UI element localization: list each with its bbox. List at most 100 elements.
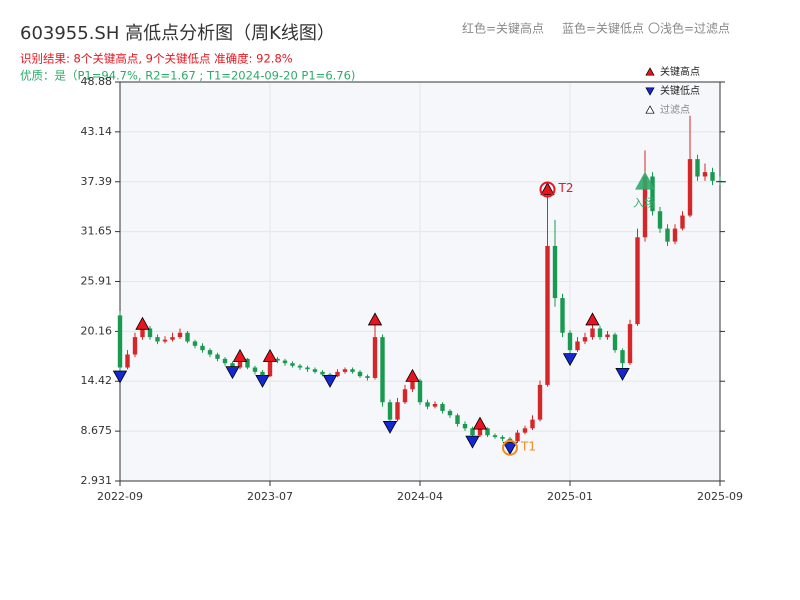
key-point-marker <box>225 366 240 380</box>
candle-body <box>485 428 490 436</box>
candle-body <box>125 354 130 368</box>
legend-label: 关键低点 <box>660 84 700 97</box>
x-tick-label: 2024-04 <box>397 490 443 503</box>
key-point-marker <box>405 368 420 382</box>
candle-body <box>132 337 138 355</box>
y-tick-label: 20.16 <box>81 324 113 337</box>
candle-body <box>560 298 565 333</box>
candle-body <box>312 369 318 372</box>
key-point-marker <box>615 367 630 381</box>
candle-body <box>177 332 183 338</box>
candle-body <box>342 369 348 372</box>
x-tick-label: 2023-07 <box>247 490 293 503</box>
candle-body <box>290 363 295 366</box>
candle-body <box>200 345 205 351</box>
key-point-marker <box>472 416 488 430</box>
candle-body <box>575 341 580 351</box>
legend-marker <box>645 87 655 96</box>
candle-body <box>642 176 648 238</box>
legend-label: 过滤点 <box>660 103 690 116</box>
candle-body <box>215 354 220 359</box>
candle-body <box>387 402 393 420</box>
candle-body <box>530 419 535 429</box>
candle-body <box>710 172 715 181</box>
key-point-marker <box>502 442 518 456</box>
key-point-marker <box>367 312 383 326</box>
key-point-marker <box>232 348 248 362</box>
candle-body <box>245 358 250 368</box>
quality-note: 优质：是（P1=94.7%, R2=1.67 ; T1=2024-09-20 P… <box>20 69 355 83</box>
candle-body <box>380 337 385 403</box>
candle-body <box>170 337 175 340</box>
legend-marker <box>645 105 655 114</box>
candle-body <box>365 376 370 378</box>
x-tick-label: 2025-01 <box>547 490 593 503</box>
candle-body <box>297 365 303 368</box>
annotation-label: T2 <box>558 181 574 195</box>
top-legend: 〇浅色=过滤点 <box>648 22 730 36</box>
candle-body <box>230 363 235 368</box>
top-legend: 蓝色=关键低点 <box>562 22 644 36</box>
key-point-marker <box>585 312 600 326</box>
candle-body <box>440 403 445 411</box>
y-tick-label: 43.14 <box>81 125 113 138</box>
candle-body <box>582 337 588 342</box>
annotation-ring <box>502 439 518 456</box>
candle-body <box>492 435 498 437</box>
entry-marker <box>635 171 655 190</box>
candle-body <box>680 215 685 229</box>
y-tick-label: 31.65 <box>81 225 113 238</box>
candle-body <box>627 324 633 364</box>
candle-body <box>455 415 460 424</box>
candle-body <box>612 334 618 351</box>
candle-body <box>402 389 408 403</box>
candle-body <box>162 339 168 342</box>
candle-body <box>267 358 273 377</box>
candle-body <box>657 211 663 229</box>
candle-body <box>537 384 543 420</box>
candle-body <box>282 360 288 364</box>
candle-body <box>462 423 468 429</box>
candle-body <box>207 350 213 355</box>
candle-body <box>477 428 483 436</box>
y-tick-label: 8.675 <box>81 424 113 437</box>
annotation-ring <box>539 181 556 198</box>
key-point-marker <box>382 420 398 434</box>
candle-body <box>237 358 243 368</box>
candle-body <box>470 428 475 436</box>
candle-body <box>650 176 655 212</box>
subtitle: 识别结果: 8个关键高点, 9个关键低点 准确度: 92.8% <box>20 52 293 66</box>
chart-title: 603955.SH 高低点分析图（周K线图） <box>20 23 335 44</box>
y-tick-label: 48.88 <box>81 75 113 88</box>
candle-body <box>635 237 640 325</box>
key-point-marker <box>255 374 270 388</box>
candle-body <box>702 172 708 177</box>
candle-body <box>252 367 258 372</box>
candle-body <box>545 245 550 385</box>
candle-body <box>117 315 123 368</box>
candle-body <box>320 371 325 375</box>
candle-body <box>335 371 340 377</box>
candle-body <box>500 436 505 439</box>
candle-body <box>432 403 438 407</box>
candle-body <box>687 159 693 216</box>
candle-body <box>305 367 310 370</box>
key-point-marker <box>112 370 128 384</box>
key-point-marker <box>262 348 278 362</box>
candle-body <box>590 328 595 338</box>
key-point-marker <box>540 182 555 196</box>
candle-body <box>410 380 415 390</box>
candle-body <box>192 341 198 346</box>
key-point-marker <box>465 435 480 449</box>
key-point-marker <box>562 353 578 367</box>
y-tick-label: 37.39 <box>81 175 113 188</box>
candle-body <box>425 402 430 407</box>
x-tick-label: 2025-09 <box>697 490 743 503</box>
candle-body <box>597 328 603 338</box>
legend-label: 关键高点 <box>660 65 700 78</box>
candle-body <box>350 369 355 372</box>
candle-body <box>447 410 453 416</box>
y-tick-label: 14.42 <box>81 374 113 387</box>
y-tick-label: 25.91 <box>81 274 113 287</box>
